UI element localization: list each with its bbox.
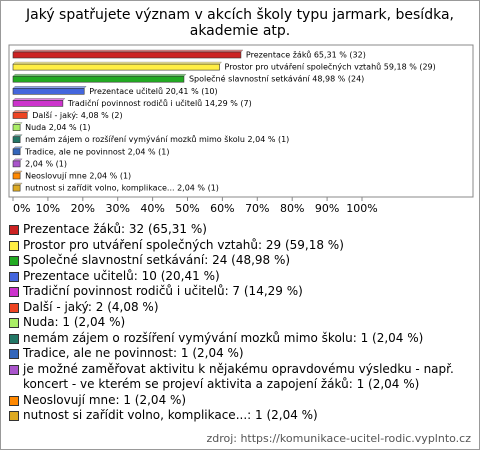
bar-label: nemám zájem o rozšíření vymývání mozků m… [25, 134, 289, 144]
bar [12, 184, 21, 192]
bar-top [12, 158, 23, 162]
bar-label: Prostor pro utváření společných vztahů 5… [225, 62, 436, 72]
bar-label: Tradice, ale ne povinnost 2,04 % (1) [24, 147, 169, 156]
bar-top [12, 110, 30, 113]
legend-entry: Prostor pro utváření společných vztahů: … [9, 238, 464, 254]
legend-entry: Prezentace učitelů: 10 (20,41 %) [9, 269, 464, 285]
legend-label: Prostor pro utváření společných vztahů: … [23, 237, 344, 252]
x-tick-label: 20% [71, 202, 95, 215]
chart-title: Jaký spatřujete význam v akcích školy ty… [26, 7, 454, 39]
legend-label: nemám zájem o rozšíření vymývání mozků m… [23, 330, 424, 345]
x-tick-label: 0% [13, 202, 30, 215]
bar-top [12, 182, 23, 186]
legend-entry: je možné zaměřovat aktivitu k nějakému o… [9, 362, 464, 393]
bar-label: Společné slavnostní setkávání 48,98 % (2… [189, 74, 364, 84]
legend-entry: Tradice, ale ne povinnost: 1 (2,04 %) [9, 346, 464, 362]
legend-entry: nemám zájem o rozšíření vymývání mozků m… [9, 331, 464, 347]
x-tick-label: 10% [36, 202, 60, 215]
legend-label: Nuda: 1 (2,04 %) [23, 315, 126, 329]
legend-swatch [9, 364, 19, 375]
bar-label: 2,04 % (1) [25, 159, 67, 168]
legend-entry: Tradiční povinnost rodičů i učitelů: 7 (… [9, 284, 464, 300]
legend-swatch [9, 256, 19, 266]
x-tick-label: 60% [210, 202, 234, 215]
x-tick-label: 90% [315, 202, 339, 215]
x-tick-label: 50% [175, 202, 199, 215]
legend-label: Tradiční povinnost rodičů i učitelů: 7 (… [23, 284, 303, 298]
bar-top [12, 86, 87, 89]
legend-swatch [9, 240, 19, 251]
bar-label: Další - jaký: 4,08 % (2) [32, 110, 122, 120]
bar-top [12, 98, 66, 101]
legend-entry: Neoslovují mne: 1 (2,04 %) [9, 393, 464, 409]
legend-swatch [9, 411, 19, 421]
legend-label: Tradice, ale ne povinnost: 1 (2,04 %) [23, 346, 244, 360]
bar [12, 75, 185, 83]
legend-entry: Další - jaký: 2 (4,08 %) [9, 300, 464, 316]
bar [12, 136, 21, 143]
legend-label: je možné zaměřovat aktivitu k nějakému o… [23, 361, 454, 392]
bar [12, 88, 85, 95]
chart: 0% 10% 20% 30% 40% 50% 60% 70% 80% 90% 100% Prezent… [8, 44, 474, 215]
x-tick-label: 80% [280, 202, 304, 215]
bar-top [12, 170, 23, 174]
bar [12, 148, 21, 156]
bar-label: Nuda 2,04 % (1) [25, 123, 90, 132]
legend-swatch [9, 287, 19, 297]
bar-top [12, 122, 23, 125]
legend-swatch [9, 333, 19, 344]
legend-swatch [9, 395, 19, 406]
legend-swatch [9, 318, 19, 328]
x-tick-label: 70% [245, 202, 269, 215]
bar-top [12, 73, 187, 77]
legend-label: Společné slavnostní setkávání: 24 (48,98… [23, 253, 291, 267]
legend-swatch [9, 271, 19, 282]
legend-label: Prezentace žáků: 32 (65,31 %) [23, 222, 207, 236]
legend-swatch [9, 349, 19, 359]
legend-label: Prezentace učitelů: 10 (20,41 %) [23, 268, 220, 283]
bar-label: Prezentace žáků 65,31 % (32) [246, 50, 366, 60]
bar-label: Prezentace učitelů 20,41 % (10) [89, 86, 217, 96]
legend-label: nutnost si zařídit volno, komplikace...:… [23, 408, 318, 422]
source: zdroj: https://komunikace-ucitel-rodic.v… [206, 432, 471, 445]
legend-entry: nutnost si zařídit volno, komplikace...:… [9, 408, 464, 424]
x-tick-label: 30% [105, 202, 129, 215]
legend-label: Neoslovují mne: 1 (2,04 %) [23, 392, 187, 407]
bar-top [12, 134, 23, 137]
bar [12, 160, 21, 168]
legend-swatch [9, 225, 19, 235]
bar [12, 112, 28, 119]
bar [12, 124, 21, 131]
x-tick-label: 40% [140, 202, 164, 215]
bar [12, 51, 242, 59]
legend-swatch [9, 302, 19, 313]
bar-label: Neoslovují mne 2,04 % (1) [25, 172, 131, 181]
bar-label: nutnost si zařídit volno, komplikace... … [25, 184, 219, 193]
bar [12, 100, 64, 107]
legend-entry: Společné slavnostní setkávání: 24 (48,98… [9, 253, 464, 269]
bar-top [12, 146, 23, 150]
bar [12, 172, 21, 180]
x-tick-label: 100% [346, 202, 377, 215]
legend-entry: Prezentace žáků: 32 (65,31 %) [9, 222, 464, 238]
bar-label: Tradiční povinnost rodičů i učitelů 14,2… [67, 98, 252, 108]
legend-entry: Nuda: 1 (2,04 %) [9, 315, 464, 331]
legend-label: Další - jaký: 2 (4,08 %) [23, 299, 159, 314]
legend: Prezentace žáků: 32 (65,31 %) Prostor pro… [9, 222, 464, 424]
bar [12, 63, 220, 71]
